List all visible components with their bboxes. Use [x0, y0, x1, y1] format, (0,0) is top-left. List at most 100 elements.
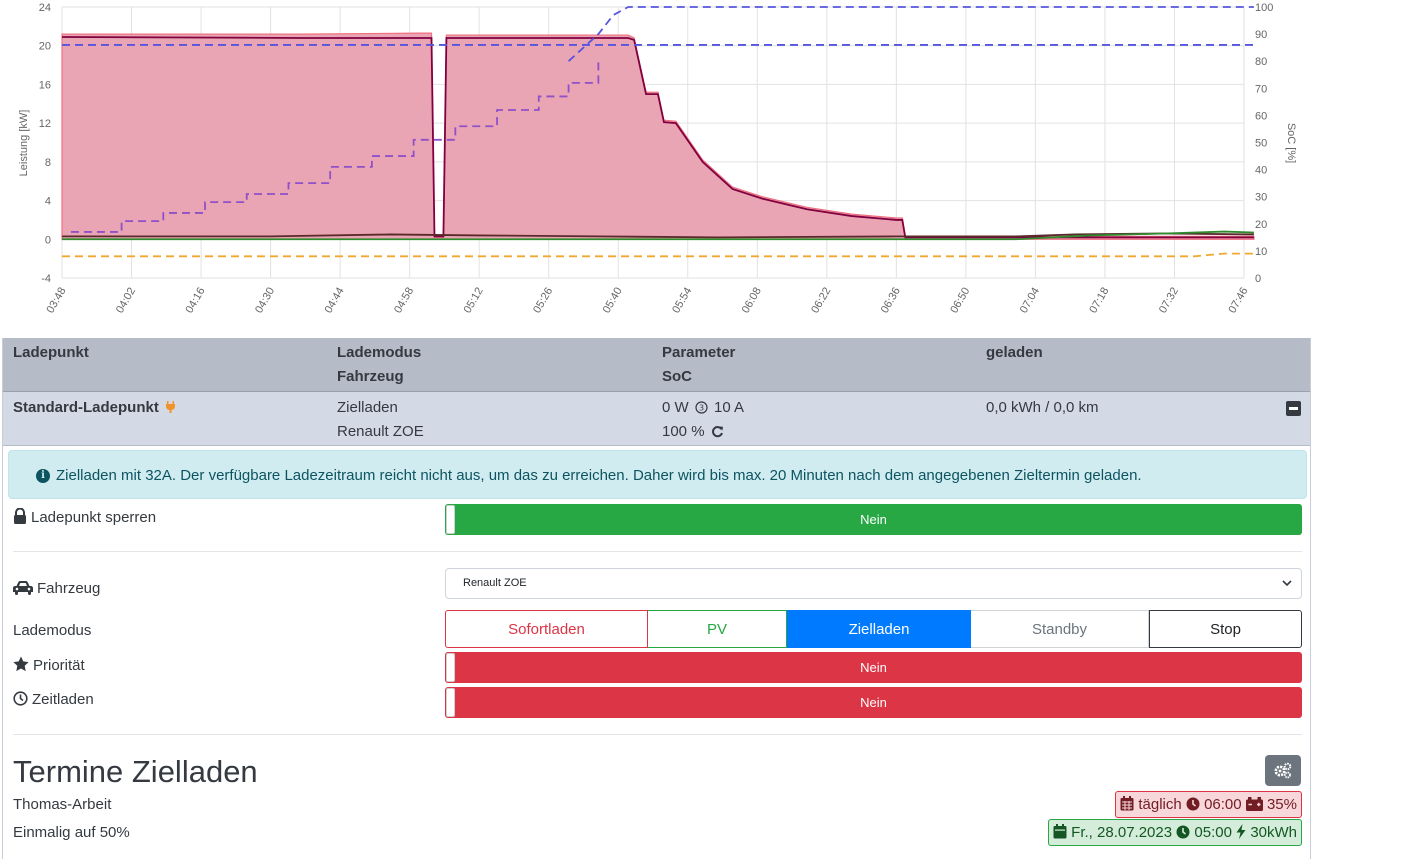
priority-toggle[interactable]: Nein — [445, 652, 1302, 683]
mode-zielladen-button[interactable]: Zielladen — [787, 610, 971, 648]
chart-series — [61, 6, 1255, 258]
info-alert-text: Zielladen mit 32A. Der verfügbare Ladeze… — [56, 467, 1142, 484]
header-parameter: Parameter — [662, 344, 736, 361]
table-header: Ladepunkt Lademodus Fahrzeug Parameter S… — [3, 338, 1310, 392]
row-parameter: 0 W 3 10 A — [662, 399, 744, 416]
y-tick-label: 24 — [39, 2, 51, 14]
x-tick-label: 07:46 — [1226, 286, 1250, 316]
vehicle-select[interactable]: Renault ZOE — [445, 568, 1302, 599]
mode-stop-button[interactable]: Stop — [1149, 610, 1302, 648]
row-charged: 0,0 kWh / 0,0 km — [986, 399, 1099, 416]
vehicle-select-value: Renault ZOE — [463, 577, 527, 589]
schedule-settings-button[interactable] — [1265, 755, 1301, 786]
star-icon — [13, 656, 29, 672]
y2-tick-label: 90 — [1255, 29, 1267, 41]
x-tick-label: 07:32 — [1157, 286, 1181, 316]
timed-label-text: Zeitladen — [32, 691, 94, 708]
y-tick-label: 12 — [39, 118, 51, 130]
header-geladen: geladen — [986, 344, 1043, 361]
chargepoint-panel: Ladepunkt Lademodus Fahrzeug Parameter S… — [2, 338, 1311, 859]
lock-label: Ladepunkt sperren — [13, 507, 157, 526]
schedules-title: Termine Zielladen — [13, 754, 258, 789]
refresh-icon[interactable] — [711, 425, 724, 438]
phases-icon: 3 — [695, 401, 708, 414]
y2-tick-label: 70 — [1255, 83, 1267, 95]
line-series-2 — [62, 232, 1254, 239]
lock-label-text: Ladepunkt sperren — [31, 509, 157, 526]
gears-icon — [1274, 762, 1292, 779]
priority-label: Priorität — [13, 656, 85, 674]
header-soc: SoC — [662, 368, 692, 385]
plug-icon — [166, 401, 176, 413]
y2-tick-label: 80 — [1255, 56, 1267, 68]
y2-tick-label: 60 — [1255, 110, 1267, 122]
priority-toggle-value: Nein — [860, 660, 887, 675]
schedule-badge-2[interactable]: Fr., 28.07.2023 05:00 30kWh — [1048, 819, 1302, 846]
lock-toggle-value: Nein — [860, 512, 887, 527]
row-vehicle: Renault ZOE — [337, 423, 424, 440]
x-tick-label: 06:22 — [809, 286, 833, 316]
schedule-name-1: Thomas-Arbeit — [13, 796, 112, 813]
lock-toggle-knob[interactable] — [446, 505, 455, 534]
y2-tick-label: 10 — [1255, 246, 1267, 258]
timed-toggle[interactable]: Nein — [445, 687, 1302, 718]
mode-sofortladen-button[interactable]: Sofortladen — [445, 610, 648, 648]
schedule-target-2: 30kWh — [1250, 824, 1297, 841]
timed-label: Zeitladen — [13, 691, 94, 708]
x-tick-label: 04:02 — [114, 286, 138, 316]
x-tick-label: 05:12 — [462, 286, 486, 316]
car-battery-icon — [1245, 797, 1263, 811]
y-tick-label: 0 — [45, 234, 51, 246]
line-series-1 — [61, 36, 1254, 239]
clock-icon — [1186, 797, 1200, 811]
chargepoint-name: Standard-Ladepunkt — [13, 399, 176, 416]
lock-icon — [14, 507, 26, 524]
priority-label-text: Priorität — [33, 657, 85, 674]
header-fahrzeug: Fahrzeug — [337, 368, 404, 385]
row-power: 0 W — [662, 399, 689, 416]
calendar-icon — [1120, 796, 1134, 811]
timed-toggle-knob[interactable] — [446, 688, 455, 717]
x-tick-label: 04:58 — [392, 286, 416, 316]
x-tick-label: 07:04 — [1018, 286, 1042, 316]
x-tick-label: 06:50 — [948, 286, 972, 316]
y2-axis-label: SoC [%] — [1285, 123, 1297, 163]
y-tick-label: 4 — [45, 196, 51, 208]
y-tick-label: 20 — [39, 41, 51, 53]
lock-toggle[interactable]: Nein — [445, 504, 1302, 535]
header-ladepunkt: Ladepunkt — [13, 344, 89, 361]
mode-label: Lademodus — [13, 622, 92, 639]
svg-text:3: 3 — [699, 404, 704, 413]
bolt-icon — [1236, 824, 1246, 839]
calendar-icon — [1053, 824, 1067, 839]
divider — [13, 734, 1302, 735]
schedule-target-1: 35% — [1266, 796, 1297, 813]
y2-tick-label: 40 — [1255, 165, 1267, 177]
schedule-time-2: 05:00 — [1194, 824, 1232, 841]
clock-icon — [1176, 825, 1190, 839]
schedule-time-1: 06:00 — [1204, 796, 1242, 813]
dashed-series-6 — [567, 6, 1254, 62]
area-series-0 — [61, 32, 1255, 240]
vehicle-label: Fahrzeug — [13, 580, 100, 597]
line-series-3 — [62, 230, 1254, 241]
vehicle-label-text: Fahrzeug — [37, 580, 101, 597]
x-tick-label: 03:48 — [44, 286, 68, 316]
chargepoint-name-text: Standard-Ladepunkt — [13, 399, 159, 416]
row-mode: Zielladen — [337, 399, 398, 416]
schedule-freq-1: täglich — [1138, 796, 1182, 813]
y2-tick-label: 50 — [1255, 138, 1267, 150]
collapse-icon[interactable] — [1286, 401, 1301, 416]
row-soc-value: 100 % — [662, 423, 705, 440]
x-tick-label: 04:16 — [183, 286, 207, 316]
car-icon — [13, 581, 33, 595]
priority-toggle-knob[interactable] — [446, 653, 455, 682]
y2-tick-label: 0 — [1255, 273, 1261, 285]
table-row[interactable]: Standard-Ladepunkt Zielladen Renault ZOE… — [3, 392, 1310, 446]
x-tick-label: 05:40 — [601, 286, 625, 316]
schedule-badge-1[interactable]: täglich 06:00 35% — [1115, 791, 1302, 818]
mode-pv-button[interactable]: PV — [648, 610, 787, 648]
mode-standby-button[interactable]: Standby — [971, 610, 1149, 648]
schedule-name-2: Einmalig auf 50% — [13, 824, 130, 841]
